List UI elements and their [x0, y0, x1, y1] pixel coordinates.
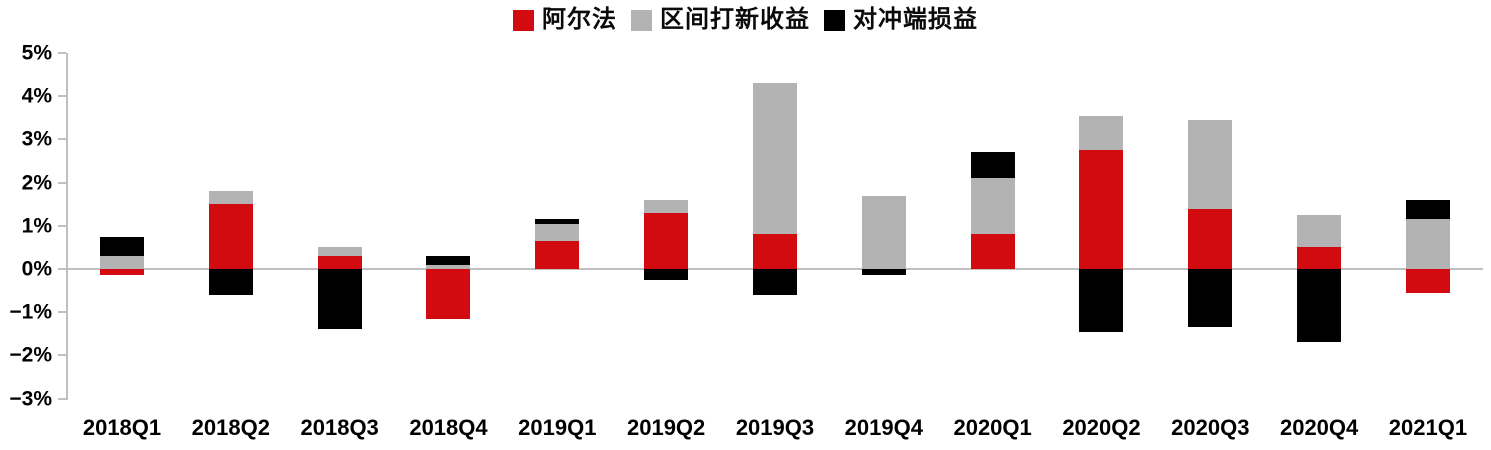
bar-segment-2021Q1-series1 — [1405, 269, 1450, 293]
bar-segment-2020Q4-series1 — [1297, 247, 1342, 269]
y-axis-tick-label: 0% — [21, 257, 52, 281]
y-axis-tick — [58, 397, 66, 400]
y-axis-tick-label: 5% — [21, 41, 52, 65]
legend-item-1: 阿尔法 — [513, 8, 617, 32]
bar-segment-2018Q1-series1 — [100, 269, 144, 276]
bar-segment-2020Q1-series1 — [970, 234, 1015, 269]
bar-segment-2018Q4-series2 — [426, 264, 471, 269]
bar-segment-2019Q1-series3 — [535, 219, 580, 224]
bar-segment-2021Q1-series3 — [1405, 199, 1450, 220]
x-axis-label-2018Q3: 2018Q3 — [300, 415, 379, 440]
y-axis-tick — [58, 224, 66, 227]
bar-segment-2018Q1-series3 — [100, 236, 144, 257]
bar-segment-2020Q2-series2 — [1079, 115, 1124, 151]
bar-segment-2019Q1-series1 — [535, 240, 580, 269]
bar-segment-2019Q3-series3 — [752, 269, 797, 295]
y-axis-tick — [58, 138, 66, 141]
y-axis-tick-label: 1% — [21, 214, 52, 238]
legend-swatch-icon — [631, 9, 652, 31]
x-axis-label-2019Q4: 2019Q4 — [844, 415, 923, 440]
y-axis-tick-label: 3% — [21, 127, 52, 151]
bar-segment-2018Q3-series3 — [317, 269, 362, 330]
legend-item-2: 区间打新收益 — [631, 8, 810, 32]
y-axis-tick — [58, 311, 66, 314]
bar-segment-2019Q2-series2 — [644, 199, 689, 213]
y-axis-tick — [58, 354, 66, 357]
y-axis-tick — [58, 181, 66, 184]
legend-swatch-icon — [824, 9, 845, 31]
bar-segment-2020Q3-series2 — [1188, 119, 1233, 209]
bar-segment-2018Q4-series1 — [426, 269, 471, 319]
y-axis-tick — [58, 95, 66, 98]
bar-segment-2019Q3-series1 — [752, 234, 797, 269]
bar-segment-2019Q2-series3 — [644, 269, 689, 280]
bar-segment-2019Q3-series2 — [752, 83, 797, 235]
bar-segment-2019Q2-series1 — [644, 212, 689, 269]
x-axis-label-2018Q1: 2018Q1 — [82, 415, 162, 440]
x-axis-label-2020Q2: 2020Q2 — [1062, 415, 1141, 440]
bar-segment-2018Q3-series2 — [317, 247, 362, 257]
legend-swatch-icon — [513, 9, 534, 31]
bar-segment-2021Q1-series2 — [1405, 219, 1450, 269]
bar-segment-2018Q2-series3 — [208, 269, 253, 295]
y-axis-tick-label: −3% — [9, 387, 52, 411]
bar-segment-2020Q1-series2 — [970, 178, 1015, 235]
chart-legend: 阿尔法 区间打新收益 对冲端损益 — [0, 8, 1491, 32]
legend-item-3: 对冲端损益 — [824, 8, 978, 32]
y-axis-tick-label: 2% — [21, 171, 52, 195]
y-axis-tick — [58, 52, 66, 54]
bar-segment-2018Q2-series2 — [208, 191, 253, 205]
bar-segment-2020Q4-series2 — [1297, 215, 1342, 248]
bar-segment-2019Q1-series2 — [535, 223, 580, 241]
bar-segment-2020Q2-series3 — [1079, 269, 1124, 332]
y-axis-line — [66, 53, 68, 400]
x-axis-label-2021Q1: 2021Q1 — [1388, 415, 1468, 440]
y-axis-tick-label: −2% — [9, 343, 52, 367]
y-axis-tick-label: −1% — [9, 300, 52, 324]
x-axis-label-2020Q1: 2020Q1 — [953, 415, 1032, 440]
x-axis-label-2019Q1: 2019Q1 — [518, 415, 597, 440]
bar-segment-2019Q4-series3 — [861, 269, 906, 276]
bar-segment-2020Q3-series1 — [1188, 208, 1233, 269]
x-axis-label-2019Q3: 2019Q3 — [735, 415, 815, 440]
bar-segment-2018Q2-series1 — [208, 204, 253, 269]
bar-segment-2018Q3-series1 — [317, 256, 362, 269]
legend-label: 阿尔法 — [542, 6, 617, 33]
bar-segment-2018Q4-series3 — [426, 256, 471, 265]
bar-segment-2020Q3-series3 — [1188, 269, 1233, 328]
x-axis-label-2020Q3: 2020Q3 — [1171, 415, 1250, 440]
bar-segment-2019Q4-series2 — [861, 195, 906, 269]
y-axis-tick — [58, 268, 66, 270]
x-axis-label-2020Q4: 2020Q4 — [1279, 415, 1359, 440]
legend-label: 对冲端损益 — [853, 6, 978, 33]
bar-segment-2018Q1-series2 — [100, 256, 144, 269]
legend-label: 区间打新收益 — [660, 6, 810, 33]
bar-segment-2020Q2-series1 — [1079, 150, 1124, 269]
x-axis-label-2018Q4: 2018Q4 — [409, 415, 488, 440]
bar-segment-2020Q1-series3 — [970, 152, 1015, 179]
x-axis-label-2018Q2: 2018Q2 — [191, 415, 270, 440]
x-axis-label-2019Q2: 2019Q2 — [626, 415, 706, 440]
bar-segment-2020Q4-series3 — [1297, 269, 1342, 343]
y-axis-tick-label: 4% — [21, 84, 52, 108]
